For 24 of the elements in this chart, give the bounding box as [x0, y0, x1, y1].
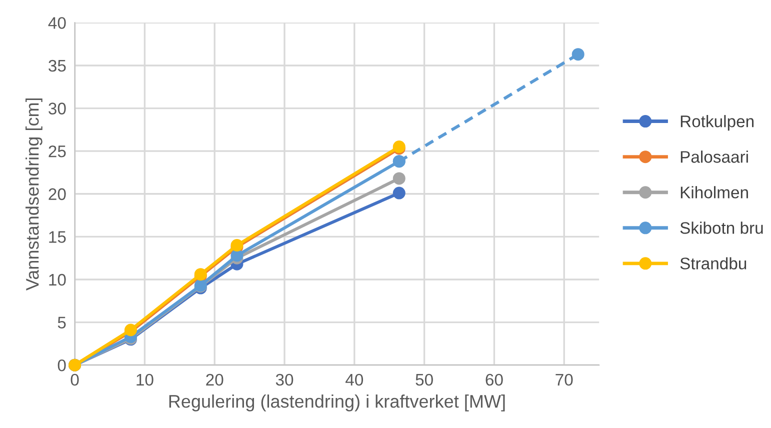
y-tick-label: 20	[48, 188, 66, 200]
y-tick-label: 5	[58, 316, 66, 328]
x-tick-label: 10	[136, 374, 154, 386]
y-axis-title: Vannstandsendring [cm]	[26, 98, 42, 290]
y-tick-label: 40	[48, 17, 66, 29]
x-tick-label: 30	[276, 374, 294, 386]
x-tick-label: 0	[70, 374, 79, 386]
x-tick-label: 20	[206, 374, 224, 386]
legend-label: Skibotn bru	[680, 222, 763, 234]
legend-label: Kiholmen	[680, 186, 748, 198]
x-tick-label: 70	[556, 374, 573, 386]
x-tick-label: 40	[346, 374, 364, 386]
y-tick-label: 15	[49, 231, 66, 243]
y-tick-label: 35	[48, 60, 66, 72]
x-axis-title: Regulering (lastendring) i kraftverket [MW]	[169, 394, 505, 412]
x-tick-label: 60	[486, 374, 503, 386]
legend-label: Strandbu	[680, 257, 746, 270]
legend-label: Rotkulpen	[680, 115, 754, 131]
y-tick-label: 0	[58, 359, 66, 372]
x-tick-label: 50	[416, 374, 433, 386]
y-tick-label: 25	[48, 145, 66, 158]
legend-label: Palosaari	[680, 150, 748, 163]
y-tick-label: 10	[49, 274, 66, 286]
y-tick-label: 30	[48, 102, 66, 114]
